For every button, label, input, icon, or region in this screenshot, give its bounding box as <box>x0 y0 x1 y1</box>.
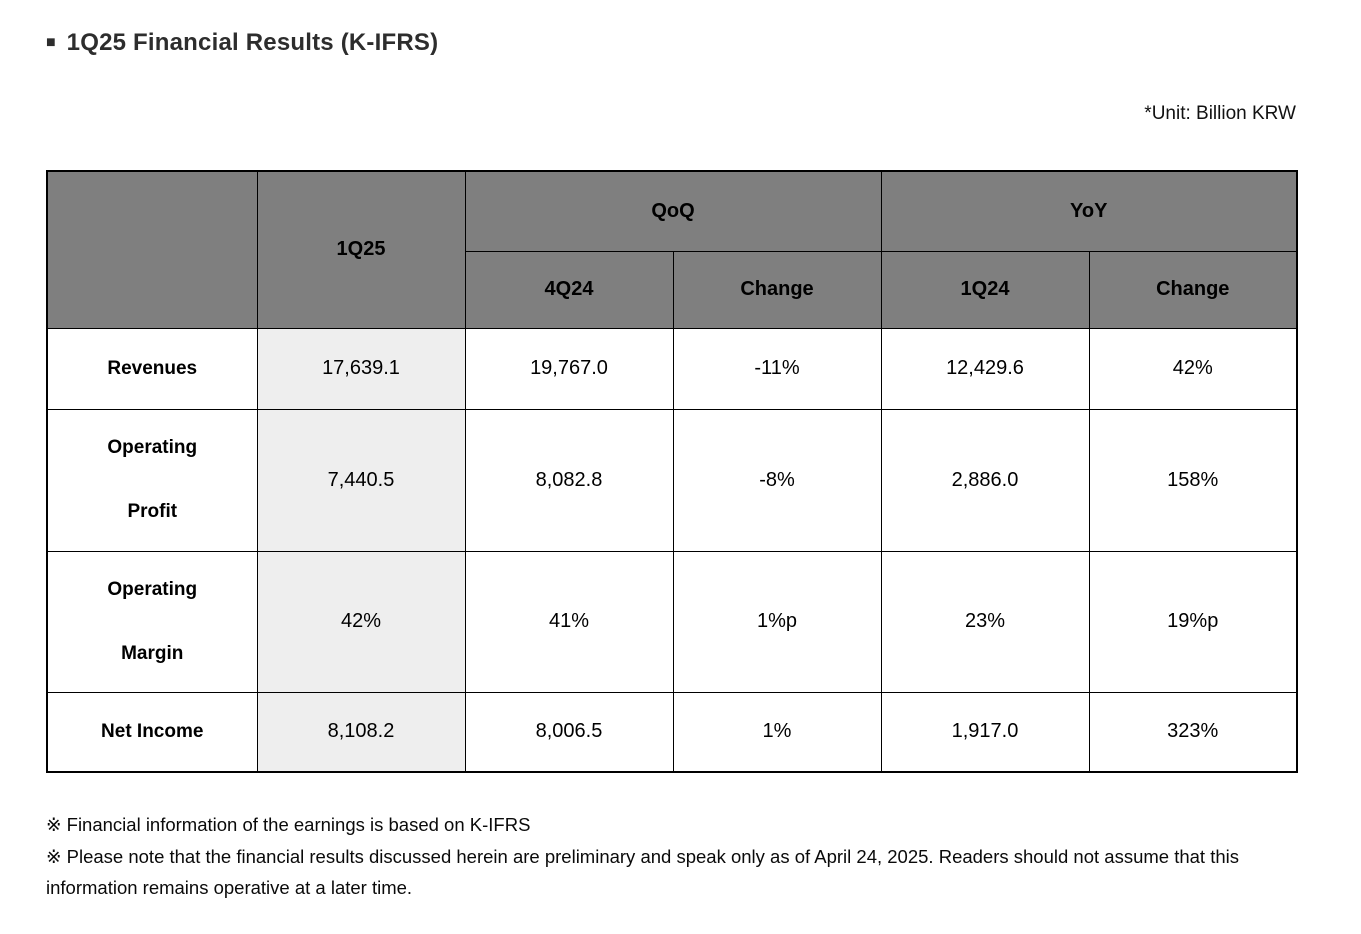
cell-4q24: 19,767.0 <box>464 327 674 410</box>
table-row-operating-margin: Operating Margin 42% 41% 1%p 23% 19%p <box>46 550 1298 693</box>
square-bullet-icon: ■ <box>46 34 56 51</box>
row-label-text: Margin <box>121 642 184 664</box>
column-header-1q24: 1Q24 <box>880 250 1090 329</box>
row-label-text: Net Income <box>101 720 204 742</box>
financial-results-table: 1Q25 QoQ YoY 4Q24 Change 1Q24 Change Rev… <box>46 170 1299 773</box>
cell-1q24: 2,886.0 <box>880 408 1090 552</box>
corner-cell <box>46 170 258 329</box>
unit-note: *Unit: Billion KRW <box>1144 103 1296 124</box>
content: ■ 1Q25 Financial Results (K-IFRS) *Unit:… <box>46 0 1299 903</box>
cell-qoq-change: 1% <box>672 691 882 773</box>
cell-1q25: 17,639.1 <box>256 327 466 410</box>
column-header-1q25: 1Q25 <box>256 170 466 329</box>
cell-4q24: 8,082.8 <box>464 408 674 552</box>
cell-yoy-change: 42% <box>1088 327 1298 410</box>
cell-1q25: 42% <box>256 550 466 693</box>
cell-yoy-change: 158% <box>1088 408 1298 552</box>
table-row-operating-profit: Operating Profit 7,440.5 8,082.8 -8% 2,8… <box>46 408 1298 552</box>
page-title: 1Q25 Financial Results (K-IFRS) <box>66 29 439 56</box>
table-header: 1Q25 QoQ YoY 4Q24 Change 1Q24 Change <box>46 170 1298 329</box>
column-header-yoy-change: Change <box>1088 250 1298 329</box>
column-group-yoy: YoY <box>880 170 1298 252</box>
row-label-text: Revenues <box>107 357 198 379</box>
cell-1q25: 7,440.5 <box>256 408 466 552</box>
cell-qoq-change: -11% <box>672 327 882 410</box>
cell-yoy-change: 19%p <box>1088 550 1298 693</box>
page-title-row: ■ 1Q25 Financial Results (K-IFRS) <box>46 0 1296 57</box>
column-header-4q24: 4Q24 <box>464 250 674 329</box>
cell-1q24: 12,429.6 <box>880 327 1090 410</box>
table-row-revenues: Revenues 17,639.1 19,767.0 -11% 12,429.6… <box>46 327 1298 410</box>
cell-yoy-change: 323% <box>1088 691 1298 773</box>
row-label-text: Operating <box>107 437 198 458</box>
cell-qoq-change: 1%p <box>672 550 882 693</box>
footnote: ※ Please note that the financial results… <box>46 846 1239 898</box>
row-label-text: Profit <box>127 501 178 522</box>
cell-4q24: 41% <box>464 550 674 693</box>
cell-1q25: 8,108.2 <box>256 691 466 773</box>
column-group-qoq: QoQ <box>464 170 882 252</box>
cell-1q24: 23% <box>880 550 1090 693</box>
row-label: Operating Margin <box>46 550 258 693</box>
column-header-qoq-change: Change <box>672 250 882 329</box>
row-label: Net Income <box>46 691 258 773</box>
table-row-net-income: Net Income 8,108.2 8,006.5 1% 1,917.0 32… <box>46 691 1298 773</box>
cell-1q24: 1,917.0 <box>880 691 1090 773</box>
header-row-groups: 1Q25 QoQ YoY <box>46 170 1298 329</box>
cell-4q24: 8,006.5 <box>464 691 674 773</box>
footnotes: ※ Financial information of the earnings … <box>46 809 1296 903</box>
row-label: Revenues <box>46 327 258 410</box>
cell-qoq-change: -8% <box>672 408 882 552</box>
footnote: ※ Financial information of the earnings … <box>46 814 531 835</box>
header-row-sub: 4Q24 Change 1Q24 Change <box>47 250 1298 329</box>
row-label: Operating Profit <box>46 408 258 552</box>
row-label-text: Operating <box>107 578 198 600</box>
